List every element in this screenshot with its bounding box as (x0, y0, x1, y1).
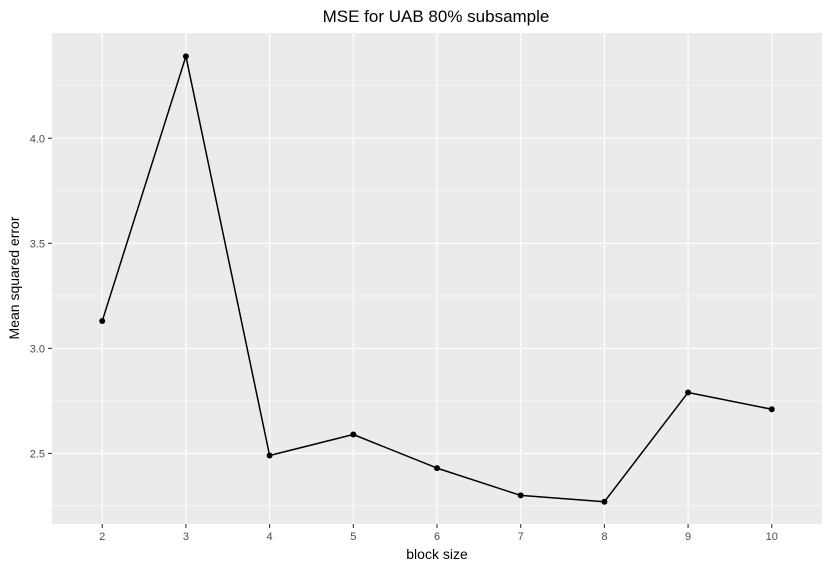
data-point (601, 498, 608, 505)
data-point (266, 452, 273, 459)
data-point (350, 431, 357, 438)
chart-title: MSE for UAB 80% subsample (323, 7, 550, 26)
x-tick-label: 7 (518, 531, 524, 543)
y-tick-label: 4.0 (30, 133, 45, 145)
x-tick-label: 9 (685, 531, 691, 543)
x-tick-label: 10 (766, 531, 778, 543)
y-tick-label: 3.5 (30, 238, 45, 250)
y-tick-label: 2.5 (30, 448, 45, 460)
x-tick-label: 6 (434, 531, 440, 543)
major-gridlines (52, 33, 822, 524)
data-point (517, 492, 524, 499)
data-point (99, 318, 106, 325)
x-tick-label: 3 (183, 531, 189, 543)
x-axis: 2 3 4 5 6 7 8 9 10 (99, 524, 778, 543)
x-axis-title: block size (406, 546, 468, 562)
x-tick-label: 5 (350, 531, 356, 543)
data-point (182, 53, 189, 60)
y-tick-label: 3.0 (30, 343, 45, 355)
y-axis: 2.5 3.0 3.5 4.0 (30, 133, 52, 460)
x-tick-label: 2 (99, 531, 105, 543)
x-tick-label: 4 (267, 531, 273, 543)
data-point (685, 389, 692, 396)
data-series (99, 53, 775, 505)
data-point (768, 406, 775, 413)
data-point (434, 465, 440, 472)
y-axis-title: Mean squared error (6, 216, 22, 339)
x-tick-label: 8 (601, 531, 607, 543)
